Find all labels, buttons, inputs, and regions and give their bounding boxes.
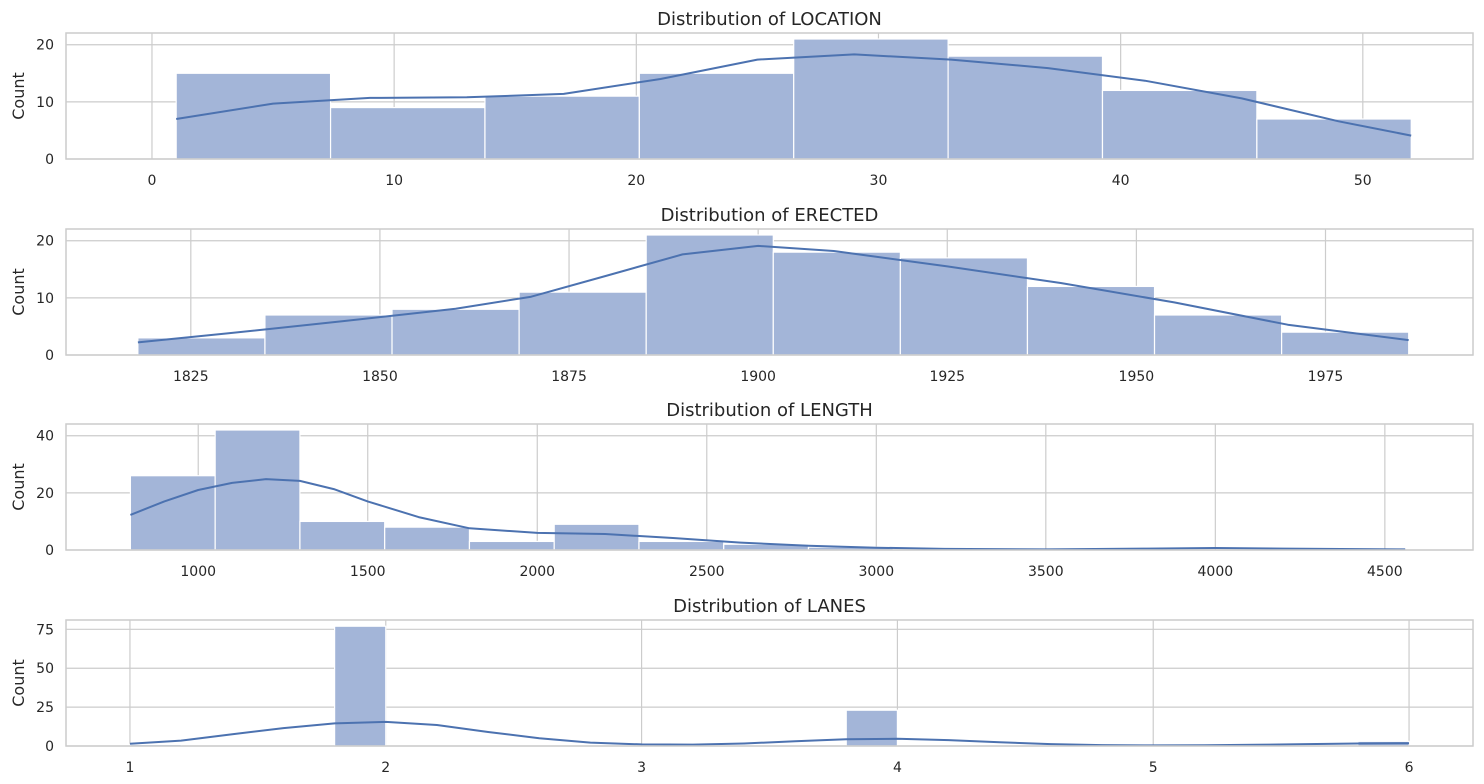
x-tick-label: 1900 — [740, 369, 776, 385]
subplot-1: 0 10 20 30 40 50 0 10 20 Distribution of LOCATION… — [9, 9, 1474, 189]
x-tick-label: 20 — [627, 173, 645, 189]
axes-frame — [65, 32, 1474, 160]
subplot-title: Distribution of ERECTED — [661, 205, 879, 226]
x-tick-label: 2 — [381, 760, 390, 776]
subplot-title: Distribution of LANES — [673, 596, 866, 617]
x-tick-label: 1 — [125, 760, 134, 776]
kde-line — [130, 478, 1406, 551]
axes-frame — [65, 228, 1474, 356]
histogram-bar — [334, 625, 387, 747]
x-tick-label: 1875 — [551, 369, 587, 385]
x-tick-label: 4 — [893, 760, 902, 776]
x-tick-label: 1850 — [362, 369, 398, 385]
y-tick-label: 75 — [36, 622, 54, 638]
x-tick-label: 1000 — [180, 564, 216, 580]
subplot-4: 1 2 3 4 5 6 0 25 50 75 Distribution of LANES Count — [9, 596, 1474, 776]
y-tick-label: 20 — [36, 38, 54, 54]
x-tick-label: 30 — [870, 173, 888, 189]
x-tick-label: 1500 — [350, 564, 386, 580]
histogram-bar — [1153, 314, 1283, 356]
subplot-title: Distribution of LOCATION — [657, 9, 882, 30]
histogram-bar — [129, 475, 216, 551]
y-tick-label: 50 — [36, 661, 54, 677]
histogram-bar — [214, 429, 301, 551]
histogram-bar — [518, 291, 647, 356]
y-tick-label: 0 — [45, 152, 54, 168]
y-axis-label: Count — [9, 659, 28, 707]
histogram-bar — [772, 251, 901, 356]
histogram-bar — [1256, 118, 1412, 160]
y-tick-label: 25 — [36, 700, 54, 716]
histogram-bar — [645, 234, 774, 356]
y-tick-label: 10 — [36, 95, 54, 111]
x-tick-label: 6 — [1405, 760, 1414, 776]
histogram-bar — [391, 308, 520, 356]
y-tick-label: 10 — [36, 291, 54, 307]
x-tick-label: 40 — [1112, 173, 1130, 189]
x-tick-label: 3 — [637, 760, 646, 776]
histogram-bar — [484, 95, 640, 160]
x-tick-label: 5 — [1149, 760, 1158, 776]
axes-frame — [65, 423, 1474, 551]
x-tick-label: 1975 — [1308, 369, 1344, 385]
axes-frame — [65, 619, 1474, 747]
subplot-title: Distribution of LENGTH — [666, 400, 873, 421]
x-tick-label: 50 — [1354, 173, 1372, 189]
histogram-bar — [1101, 89, 1258, 160]
histogram-bar — [384, 526, 471, 551]
kde-line — [176, 53, 1412, 137]
y-tick-label: 0 — [45, 348, 54, 364]
x-tick-label: 2000 — [519, 564, 555, 580]
x-tick-label: 2500 — [689, 564, 725, 580]
x-tick-label: 1825 — [173, 369, 209, 385]
histogram-bar — [638, 72, 795, 160]
subplot-2: 1825 1850 1875 1900 1925 1950 1975 0 10 20 Distrib… — [9, 205, 1474, 385]
y-axis-label: Count — [9, 72, 28, 120]
y-axis-label: Count — [9, 463, 28, 511]
y-tick-label: 20 — [36, 486, 54, 502]
kde-line — [137, 244, 1409, 344]
y-tick-label: 0 — [45, 543, 54, 559]
histogram-bar — [468, 540, 555, 551]
histogram-bar — [845, 709, 899, 747]
histogram-bar — [1281, 331, 1410, 356]
histogram-bar — [638, 540, 725, 551]
x-tick-label: 0 — [148, 173, 157, 189]
histogram-bar — [899, 257, 1029, 356]
x-tick-label: 4500 — [1367, 564, 1403, 580]
histogram-bar — [553, 523, 640, 551]
x-tick-label: 10 — [385, 173, 403, 189]
x-tick-label: 4000 — [1198, 564, 1234, 580]
y-tick-label: 40 — [36, 429, 54, 445]
y-tick-label: 20 — [36, 234, 54, 250]
y-axis-label: Count — [9, 268, 28, 316]
histogram-bar — [299, 520, 386, 551]
y-tick-label: 0 — [45, 739, 54, 755]
x-tick-label: 3500 — [1028, 564, 1064, 580]
kde-line — [129, 720, 1410, 747]
x-tick-label: 1950 — [1119, 369, 1155, 385]
x-tick-label: 3000 — [858, 564, 894, 580]
histogram-bar — [264, 314, 393, 356]
histogram-bar — [329, 106, 486, 160]
x-tick-label: 1925 — [929, 369, 965, 385]
subplot-3: 1000 1500 2000 2500 3000 3500 4000 4500 0 20 40 Dis… — [9, 400, 1474, 580]
